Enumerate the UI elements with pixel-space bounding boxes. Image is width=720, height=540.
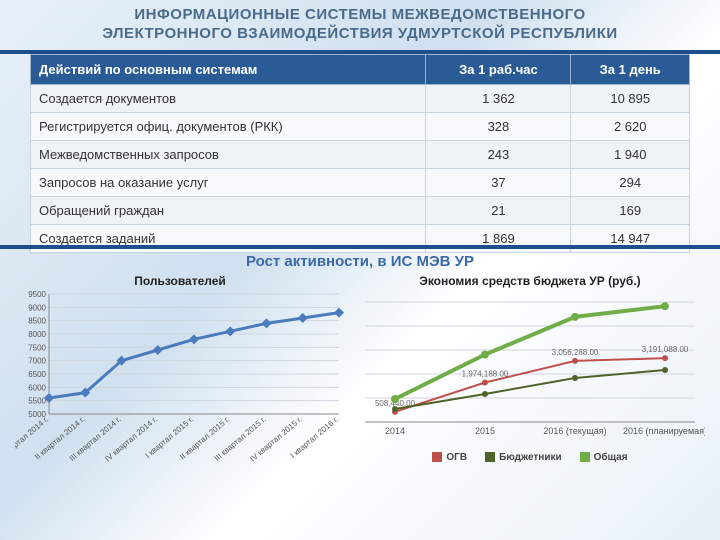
svg-text:2016 (планируемая): 2016 (планируемая): [623, 426, 705, 436]
cell-hour: 37: [426, 168, 571, 196]
legend-item: ОГВ: [432, 452, 467, 463]
cell-label: Создается документов: [31, 84, 426, 112]
col-header-day: За 1 день: [571, 54, 690, 84]
charts-row: Пользователей 50005500600065007000750080…: [0, 270, 720, 470]
svg-text:6000: 6000: [28, 383, 46, 392]
table-row: Запросов на оказание услуг 37 294: [31, 168, 690, 196]
economy-legend: ОГВ Бюджетники Общая: [432, 452, 627, 463]
users-chart-box: Пользователей 50005500600065007000750080…: [15, 274, 345, 470]
title-line-1: ИНФОРМАЦИОННЫЕ СИСТЕМЫ МЕЖВЕДОМСТВЕННОГО: [134, 6, 585, 23]
cell-hour: 21: [426, 196, 571, 224]
users-chart: 5000550060006500700075008000850090009500…: [15, 290, 345, 470]
cell-label: Запросов на оказание услуг: [31, 168, 426, 196]
table-row: Регистрируется офиц. документов (РКК) 32…: [31, 112, 690, 140]
cell-hour: 243: [426, 140, 571, 168]
users-chart-title: Пользователей: [134, 274, 226, 288]
svg-text:9500: 9500: [28, 290, 46, 299]
economy-chart-title: Экономия средств бюджета УР (руб.): [419, 274, 640, 288]
svg-text:8500: 8500: [28, 316, 46, 325]
svg-text:2016 (текущая): 2016 (текущая): [543, 426, 606, 436]
svg-text:6500: 6500: [28, 370, 46, 379]
title-line-2: ЭЛЕКТРОННОГО ВЗАИМОДЕЙСТВИЯ УДМУРТСКОЙ Р…: [102, 25, 617, 42]
cell-day: 1 940: [571, 140, 690, 168]
svg-text:9000: 9000: [28, 303, 46, 312]
cell-label: Межведомственных запросов: [31, 140, 426, 168]
cell-day: 2 620: [571, 112, 690, 140]
legend-item: Общая: [580, 452, 628, 463]
legend-item: Бюджетники: [485, 452, 562, 463]
legend-label: Бюджетники: [499, 452, 562, 463]
subheading: Рост активности, в ИС МЭВ УР: [0, 253, 720, 270]
col-header-actions: Действий по основным системам: [31, 54, 426, 84]
svg-text:7000: 7000: [28, 356, 46, 365]
cell-hour: 1 362: [426, 84, 571, 112]
cell-day: 294: [571, 168, 690, 196]
table-row: Создается документов 1 362 10 895: [31, 84, 690, 112]
svg-text:7500: 7500: [28, 343, 46, 352]
col-header-hour: За 1 раб.час: [426, 54, 571, 84]
svg-text:8000: 8000: [28, 330, 46, 339]
svg-text:5500: 5500: [28, 396, 46, 405]
cell-hour: 328: [426, 112, 571, 140]
svg-text:3,191,088.00: 3,191,088.00: [642, 345, 689, 354]
economy-chart-box: Экономия средств бюджета УР (руб.) 508,4…: [355, 274, 705, 470]
svg-text:1,974,188.00: 1,974,188.00: [462, 369, 509, 378]
divider-bar: [0, 245, 720, 249]
cell-day: 169: [571, 196, 690, 224]
cell-label: Обращений граждан: [31, 196, 426, 224]
svg-text:2015: 2015: [475, 426, 495, 436]
table-row: Обращений граждан 21 169: [31, 196, 690, 224]
table-row: Межведомственных запросов 243 1 940: [31, 140, 690, 168]
legend-label: Общая: [594, 452, 628, 463]
svg-text:3,056,288.00: 3,056,288.00: [552, 347, 599, 356]
page-title: ИНФОРМАЦИОННЫЕ СИСТЕМЫ МЕЖВЕДОМСТВЕННОГО…: [0, 0, 720, 48]
legend-label: ОГВ: [446, 452, 467, 463]
cell-label: Регистрируется офиц. документов (РКК): [31, 112, 426, 140]
metrics-table: Действий по основным системам За 1 раб.ч…: [30, 54, 690, 253]
economy-chart: 508,440.001,974,188.003,056,288.003,191,…: [355, 290, 705, 450]
svg-text:2014: 2014: [385, 426, 405, 436]
cell-day: 10 895: [571, 84, 690, 112]
